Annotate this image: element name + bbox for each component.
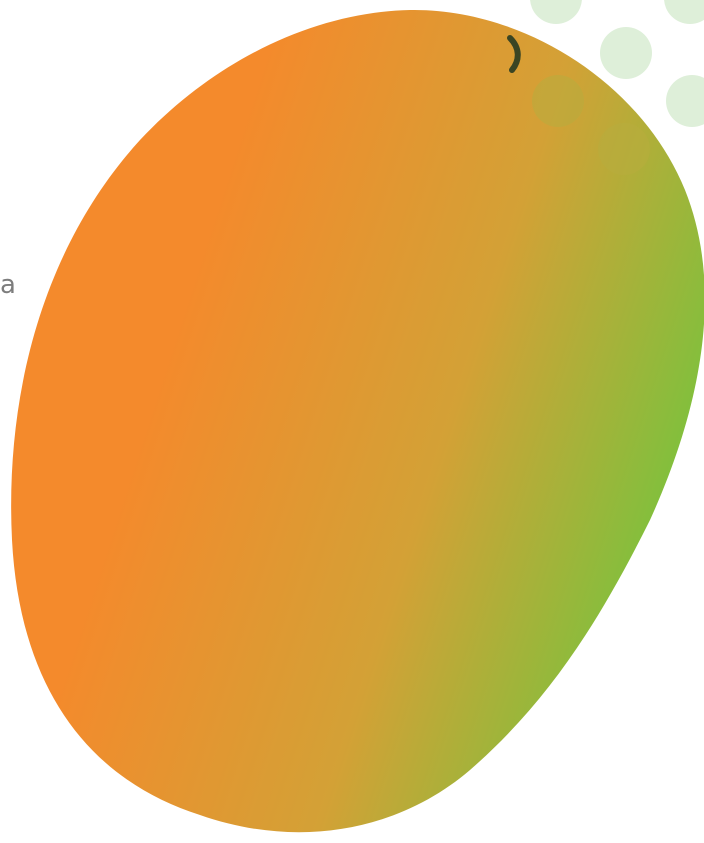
gradient-blob xyxy=(11,9,704,833)
dot xyxy=(664,0,704,24)
overlap-dot xyxy=(532,75,584,127)
dot xyxy=(666,75,704,127)
overlap-dot xyxy=(598,123,650,175)
curve-mark xyxy=(507,35,521,73)
dot xyxy=(600,27,652,79)
text-fragment: a xyxy=(0,270,16,300)
dot-overlay xyxy=(532,75,650,175)
dot xyxy=(530,0,582,24)
